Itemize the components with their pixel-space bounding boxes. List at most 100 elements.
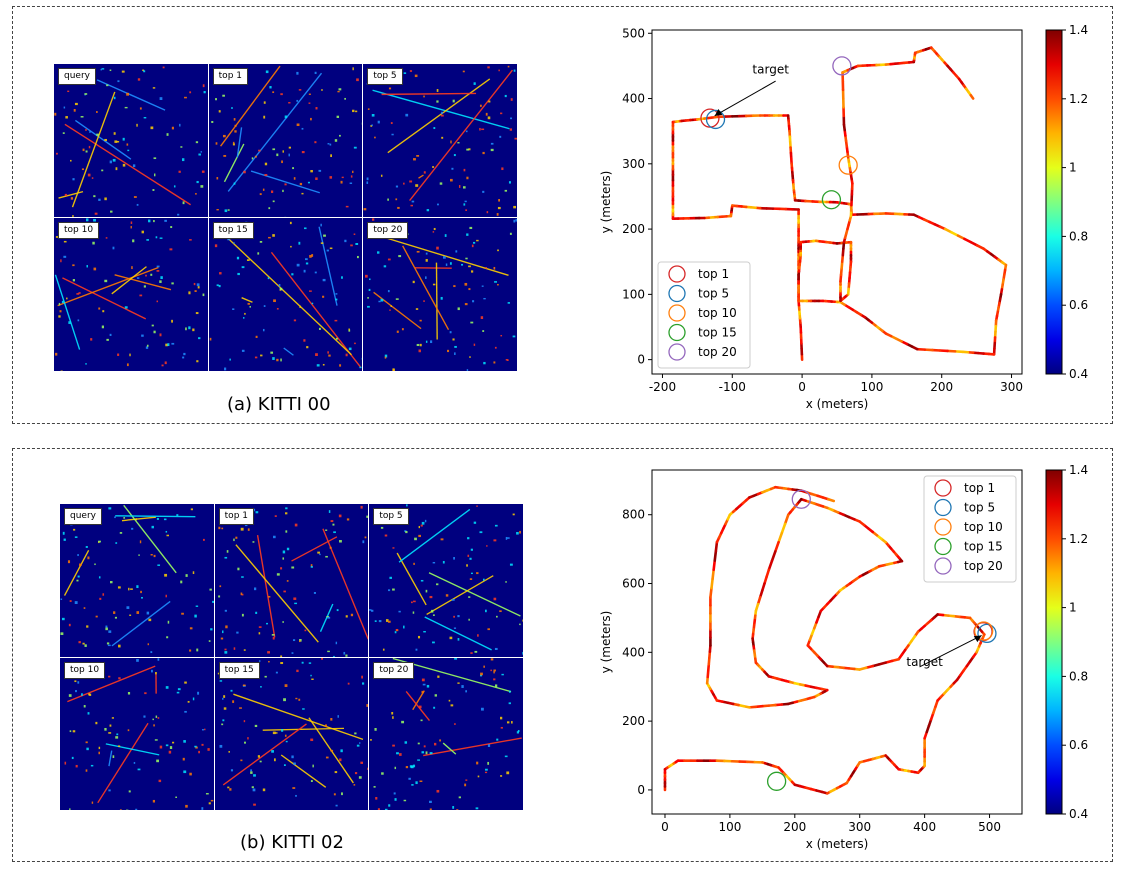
scan-point [367, 743, 369, 746]
scan-point [113, 611, 116, 614]
scan-point [324, 723, 327, 727]
scan-point [271, 91, 274, 93]
scan-point [394, 791, 396, 794]
scan-point [346, 518, 349, 521]
scan-point [375, 796, 378, 800]
scan-point [198, 153, 202, 156]
scan-point [275, 358, 279, 362]
scan-point [391, 711, 394, 715]
scan-point [285, 740, 288, 742]
scan-point [142, 69, 145, 72]
scan-point [136, 203, 139, 206]
scan-point [98, 540, 101, 543]
scan-point [453, 285, 456, 288]
scan-point [493, 669, 497, 671]
scan-line [282, 347, 294, 356]
scan-point [293, 597, 296, 600]
scan-point [432, 231, 435, 233]
tile-label: top 1 [218, 508, 254, 525]
scan-point [436, 789, 440, 793]
scan-point [140, 590, 142, 594]
scan-point [108, 788, 111, 791]
scan-point [336, 609, 339, 612]
scan-point [373, 785, 376, 788]
scan-point [497, 213, 499, 216]
scan-point [355, 78, 359, 82]
scan-point [85, 150, 88, 153]
scan-tile-top-5: top 5 [363, 64, 517, 217]
scan-point [290, 273, 294, 276]
scan-point [189, 772, 192, 775]
scan-point [311, 302, 313, 305]
scan-point [262, 115, 265, 119]
scan-line [426, 575, 494, 616]
scan-point [110, 210, 113, 213]
scan-point [335, 641, 337, 645]
scan-line [241, 297, 253, 303]
trajectory-segment [783, 513, 790, 526]
scan-point [415, 648, 418, 651]
scan-point [408, 777, 412, 780]
scan-point [298, 640, 301, 643]
scan-point [500, 112, 503, 115]
scan-point [478, 775, 480, 777]
scan-point [517, 730, 520, 733]
scan-point [371, 609, 374, 612]
scan-point [281, 189, 284, 193]
scan-point [483, 297, 487, 300]
scan-point [495, 647, 498, 651]
scan-line [250, 170, 320, 194]
tile-label: top 5 [373, 508, 409, 525]
scan-point [62, 132, 65, 134]
scan-point [235, 631, 239, 634]
scan-point [217, 595, 220, 598]
scan-point [55, 236, 59, 238]
scan-texture [60, 504, 214, 654]
scan-point [354, 771, 357, 774]
scan-point [348, 347, 352, 351]
scan-point [222, 694, 225, 698]
scan-point [254, 356, 257, 359]
scan-point [222, 134, 226, 138]
scan-point [179, 123, 181, 127]
scan-point [258, 626, 262, 628]
scan-point [455, 250, 458, 253]
scan-point [329, 247, 333, 250]
scan-point [413, 764, 416, 767]
scan-point [284, 507, 288, 510]
scan-point [363, 208, 367, 211]
scan-point [341, 176, 344, 179]
scan-point [396, 751, 400, 754]
scan-point [224, 625, 228, 629]
scan-point [116, 732, 119, 735]
scan-point [145, 346, 149, 349]
legend-swatch [668, 284, 686, 303]
scan-point [519, 530, 522, 534]
scan-point [193, 282, 196, 286]
scan-point [415, 780, 419, 784]
scan-point [155, 715, 158, 718]
scan-point [195, 141, 199, 144]
scan-point [270, 190, 273, 193]
scan-point [371, 124, 374, 126]
scan-point [446, 263, 448, 266]
scan-point [294, 523, 298, 527]
scan-point [356, 744, 360, 747]
scan-point [398, 610, 402, 613]
annotation-label: target [906, 655, 943, 669]
scan-point [270, 749, 274, 753]
scan-point [200, 151, 203, 153]
scan-point [321, 295, 324, 298]
scan-point [274, 731, 278, 734]
scan-point [320, 223, 322, 227]
scan-point [340, 791, 343, 795]
scan-point [237, 272, 240, 276]
scan-point [388, 258, 391, 261]
scan-line [115, 515, 196, 518]
scan-point [482, 330, 485, 332]
scan-line [62, 277, 147, 320]
scan-point [117, 744, 121, 747]
scan-point [171, 342, 175, 345]
scan-point [284, 115, 287, 119]
scan-texture [54, 218, 205, 371]
